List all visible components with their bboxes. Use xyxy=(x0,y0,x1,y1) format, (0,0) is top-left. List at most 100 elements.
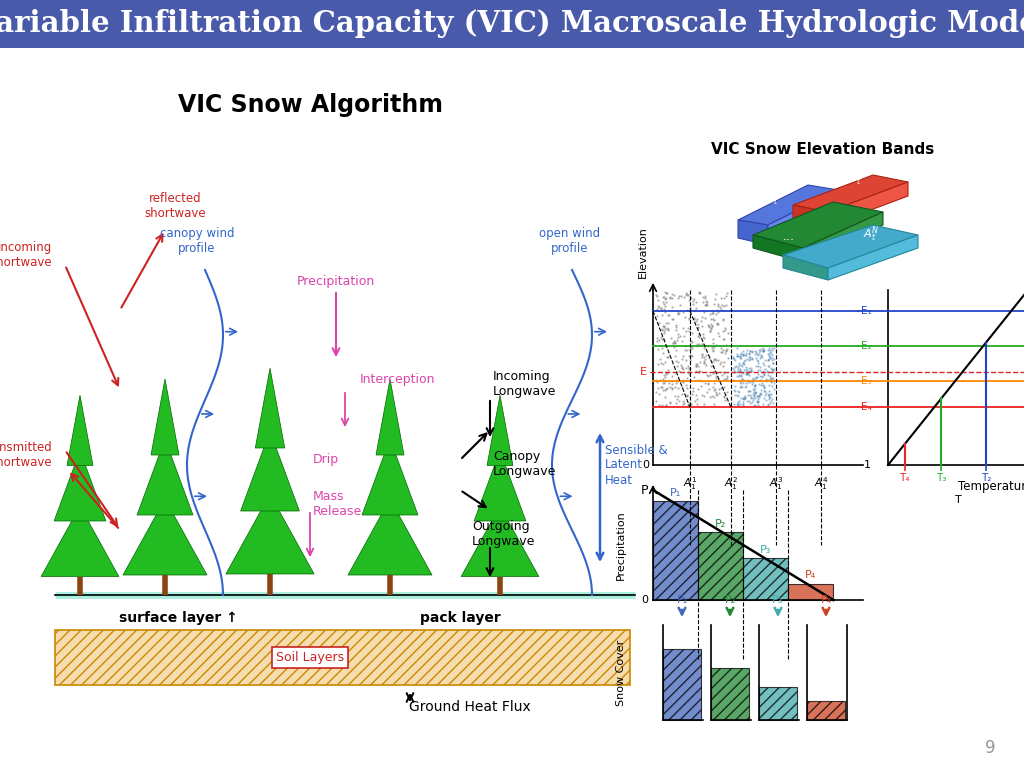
Point xyxy=(751,344,767,356)
Point xyxy=(715,313,731,326)
Point xyxy=(685,371,701,383)
Point xyxy=(694,310,711,323)
Point xyxy=(690,383,707,396)
Point xyxy=(700,370,717,382)
Point xyxy=(705,305,721,317)
Point xyxy=(737,389,754,402)
Point xyxy=(746,384,763,396)
Bar xyxy=(0,0,1024,48)
Point xyxy=(753,350,769,362)
Point xyxy=(691,338,708,350)
Point xyxy=(690,286,707,298)
Point xyxy=(674,335,690,347)
Point xyxy=(758,394,774,406)
Point xyxy=(666,313,682,325)
Point xyxy=(660,317,677,329)
Point xyxy=(735,357,752,369)
Point xyxy=(737,366,754,378)
Point xyxy=(675,395,691,407)
Point xyxy=(654,319,671,332)
Point xyxy=(653,333,670,346)
Text: T₁: T₁ xyxy=(1023,473,1024,483)
Point xyxy=(726,353,742,365)
Polygon shape xyxy=(828,182,908,226)
Point xyxy=(748,360,764,372)
Point xyxy=(662,376,678,389)
Point xyxy=(741,369,758,381)
Point xyxy=(756,392,772,404)
Point xyxy=(719,372,735,384)
Point xyxy=(678,362,694,375)
Polygon shape xyxy=(738,185,838,225)
Point xyxy=(705,313,721,326)
Point xyxy=(758,374,774,386)
Point xyxy=(764,343,780,356)
Point xyxy=(763,347,779,359)
Point xyxy=(726,398,742,410)
Point xyxy=(748,372,764,384)
Polygon shape xyxy=(474,451,526,521)
Point xyxy=(665,382,681,395)
Point xyxy=(657,399,674,411)
Point xyxy=(740,389,757,401)
Point xyxy=(733,372,750,385)
Point xyxy=(732,362,749,375)
Point xyxy=(731,352,748,364)
Point xyxy=(744,382,761,395)
Point xyxy=(678,379,694,392)
Point xyxy=(693,348,710,360)
Point xyxy=(745,372,762,385)
Point xyxy=(662,397,678,409)
Point xyxy=(654,296,671,308)
Point xyxy=(743,344,760,356)
Point xyxy=(698,299,715,311)
Point xyxy=(697,297,714,310)
Point xyxy=(714,369,730,382)
Text: Precipitation: Precipitation xyxy=(616,510,626,580)
Text: $A_t^1$: $A_t^1$ xyxy=(765,189,780,208)
Point xyxy=(665,336,681,349)
Point xyxy=(650,293,667,306)
Point xyxy=(753,387,769,399)
Point xyxy=(749,352,765,364)
Point xyxy=(731,370,748,382)
Point xyxy=(725,366,741,379)
Point xyxy=(720,353,736,365)
Point xyxy=(756,369,772,381)
Point xyxy=(655,369,672,381)
Point xyxy=(697,295,714,307)
Point xyxy=(736,349,753,361)
Point xyxy=(733,370,750,382)
Text: P₂: P₂ xyxy=(724,595,735,605)
Point xyxy=(764,380,780,392)
Point xyxy=(679,382,695,395)
Point xyxy=(674,361,690,373)
Polygon shape xyxy=(376,379,404,455)
Point xyxy=(764,375,780,387)
Point xyxy=(656,371,673,383)
Bar xyxy=(653,501,698,600)
Point xyxy=(755,371,771,383)
Point xyxy=(765,356,781,369)
Point xyxy=(761,379,777,392)
Text: Precipitation: Precipitation xyxy=(297,275,375,288)
Polygon shape xyxy=(783,255,828,280)
Point xyxy=(758,373,774,386)
Point xyxy=(756,359,772,372)
Point xyxy=(667,350,683,362)
Point xyxy=(744,372,761,384)
Point xyxy=(750,348,766,360)
Point xyxy=(648,310,665,322)
Point xyxy=(764,393,780,406)
Point xyxy=(681,363,697,376)
Point xyxy=(760,347,776,359)
Point xyxy=(744,392,761,404)
Point xyxy=(701,326,718,338)
Point xyxy=(733,348,750,360)
Point xyxy=(725,352,741,364)
Polygon shape xyxy=(768,190,838,245)
Polygon shape xyxy=(137,439,193,515)
Point xyxy=(731,377,748,389)
Point xyxy=(691,366,708,378)
Point xyxy=(686,395,702,407)
